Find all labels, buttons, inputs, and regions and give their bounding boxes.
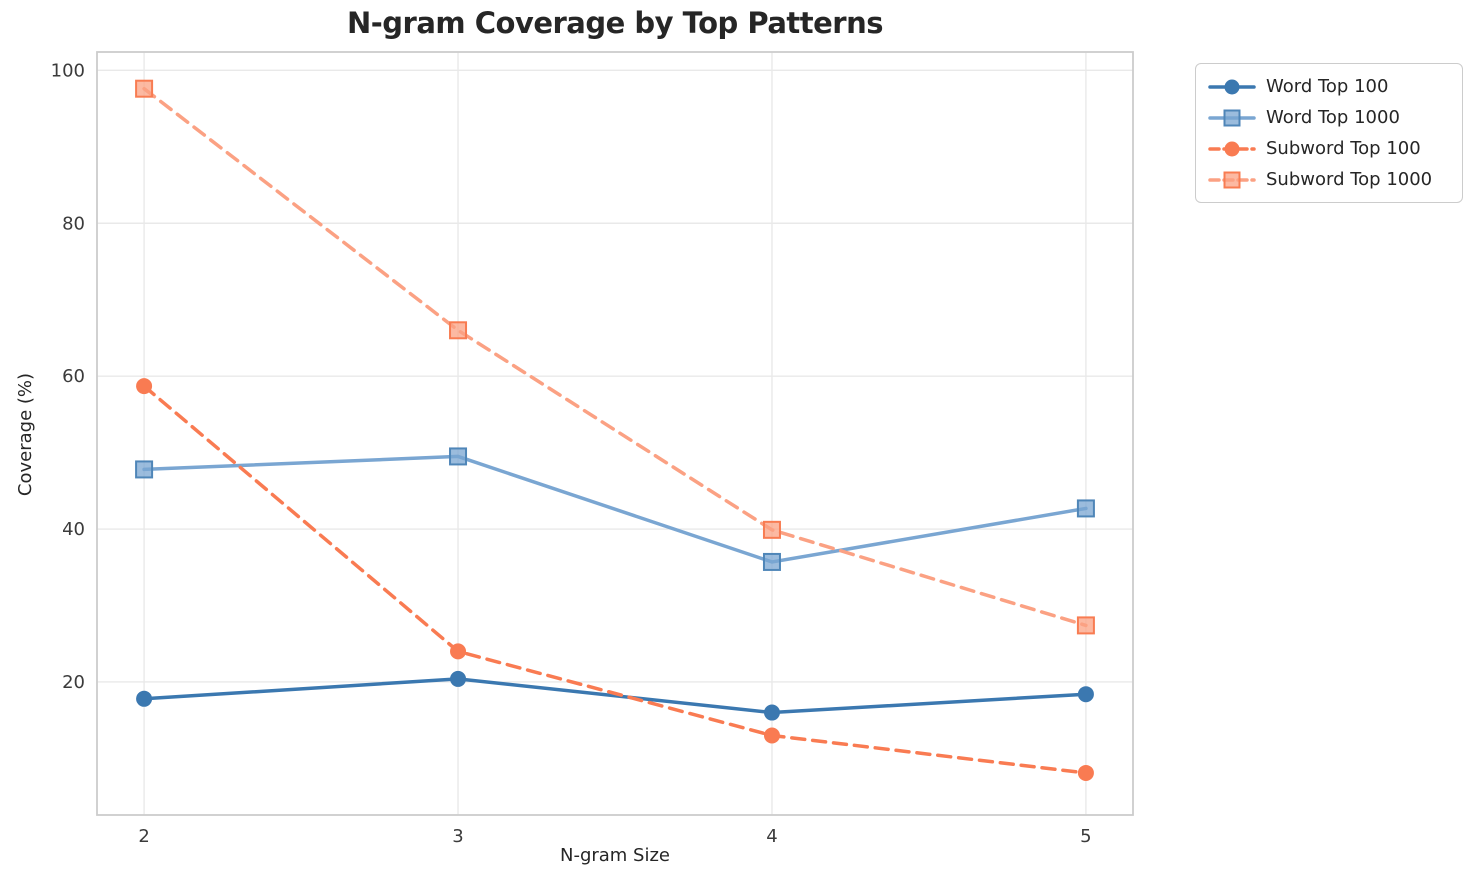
marker-subword-top-1000 [762,520,781,539]
chart-title: N-gram Coverage by Top Patterns [346,6,884,40]
x-axis-label: N-gram Size [559,845,671,866]
legend-swatch [1208,79,1256,94]
y-axis-label: Coverage (%) [15,372,36,497]
y-tick-label: 60 [62,366,85,387]
legend-swatch [1208,171,1256,188]
marker-word-top-100 [136,690,153,707]
series-line-word-top-100 [142,677,1088,715]
y-tick-label: 100 [51,60,85,81]
series-line-subword-top-100 [142,384,1088,775]
marker-subword-top-100 [136,378,153,395]
x-tick-label: 3 [452,826,463,847]
plot-frame [96,51,1134,816]
y-tick-label: 80 [62,213,85,234]
series-line-word-top-1000 [142,454,1088,564]
marker-subword-top-100 [763,727,780,744]
x-tick-label: 5 [1080,826,1091,847]
legend-swatch [1208,141,1256,156]
marker-word-top-1000 [135,460,154,479]
x-tick-label: 4 [766,826,777,847]
legend-item-label: Subword Top 1000 [1266,169,1433,190]
legend-item: Word Top 100 [1208,72,1450,101]
marker-word-top-1000 [1076,499,1095,518]
legend: Word Top 100 Word Top 1000 Subword Top 100… [1195,63,1463,203]
marker-subword-top-1000 [135,79,154,98]
marker-subword-top-100 [1077,764,1094,781]
series-line-subword-top-1000 [142,86,1088,628]
legend-item: Subword Top 1000 [1208,165,1450,194]
marker-subword-top-1000 [449,321,468,340]
marker-subword-top-1000 [1076,616,1095,635]
legend-item: Subword Top 100 [1208,134,1450,163]
y-tick-label: 40 [62,519,85,540]
x-tick-label: 2 [138,826,149,847]
legend-item: Word Top 1000 [1208,103,1450,132]
legend-item-label: Word Top 100 [1266,76,1389,97]
legend-swatch [1208,109,1256,126]
legend-item-label: Word Top 1000 [1266,107,1400,128]
y-tick-label: 20 [62,672,85,693]
marker-word-top-1000 [762,552,781,571]
marker-word-top-100 [763,704,780,721]
marker-subword-top-100 [450,643,467,660]
marker-word-top-100 [1077,686,1094,703]
marker-word-top-1000 [449,447,468,466]
legend-item-label: Subword Top 100 [1266,138,1421,159]
marker-word-top-100 [450,670,467,687]
